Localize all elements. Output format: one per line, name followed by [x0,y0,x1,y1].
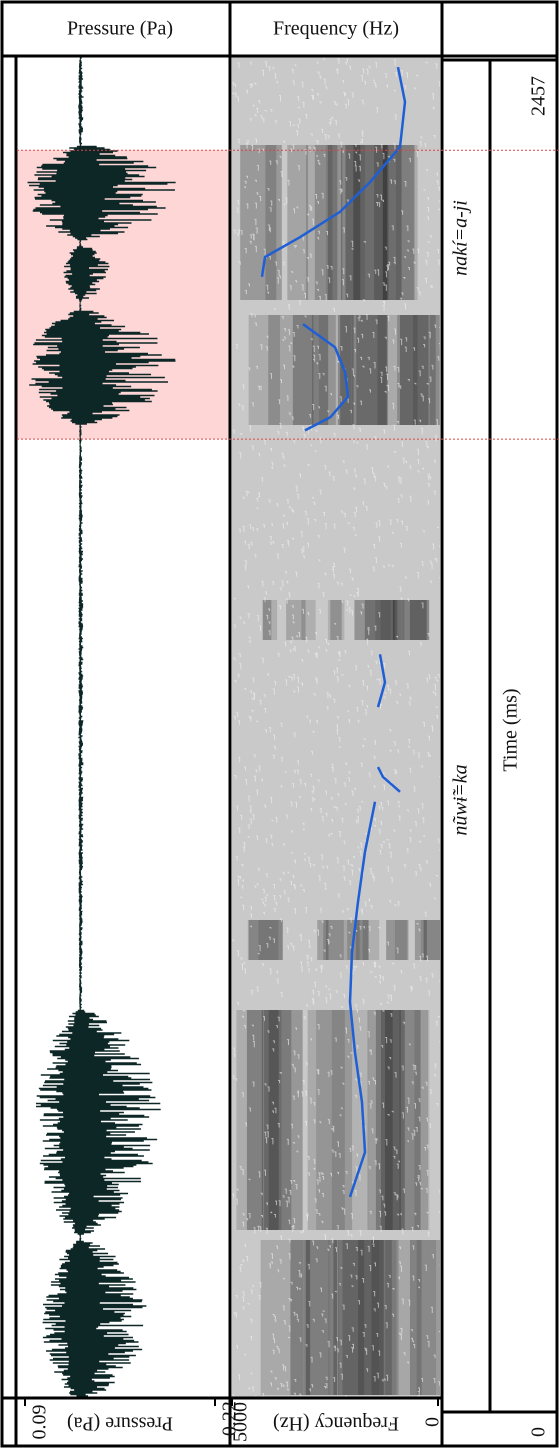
spectrogram-energy [318,315,352,425]
spectrogram-energy [409,1240,440,1395]
pitch-track [260,66,407,1198]
spectrogram-energy [356,315,388,425]
spectrogram-energy [340,145,361,300]
spectrogram-energy [325,145,365,300]
spectrogram-energy [393,600,405,640]
y-tick-label: -0.22 [219,1401,241,1443]
spectrogram-speckle [232,57,440,1398]
y-tick-label: 5000 [230,1402,252,1442]
x-axis-label: Time (ms) [500,688,522,771]
spectrogram-energy [380,600,391,640]
y-axis-label: Frequency (Hz) [273,1412,399,1434]
spectrogram-energy [402,600,430,640]
annotation: nũwɨ̃=ka [450,764,472,835]
spectrogram-energy [364,600,398,640]
spectrogram-energy [429,315,440,425]
x-tick-label: 2457 [528,76,550,116]
panel-title: Frequency (Hz) [273,18,399,40]
spectrogram-energy [377,315,418,425]
spectrogram-energy [317,920,329,960]
spectrogram-energy [287,145,309,300]
spectrogram-energy [260,1240,304,1395]
spectrogram-energy [371,1240,392,1395]
spectrogram-energy [394,920,407,960]
spectrogram-energy [248,920,283,960]
y-axis-label: Pressure (Pa) [67,1412,173,1434]
spectrogram-bg [232,57,440,1398]
spectrogram-energy [380,1010,401,1230]
spectrogram-energy [382,145,402,300]
spectrogram-energy [382,145,418,300]
spectrogram-energy [305,145,333,300]
spectrogram-energy [265,145,277,300]
spectrogram-energy [286,600,306,640]
spectrogram-energy [248,315,280,425]
spectrogram-energy [314,145,343,300]
spectrogram-energy [412,315,440,425]
spectrogram-energy [386,920,409,960]
spectrogram-energy [385,1240,397,1395]
annotation: nakí=a-ji [450,200,472,276]
spectrogram-energy [303,1240,330,1395]
spectrogram-energy [409,600,429,640]
spectrogram-energy [337,315,354,425]
y-tick-label: 0 [422,1417,444,1427]
spectrogram-panel [232,57,440,1398]
spectrogram-energy [338,1240,384,1395]
panel-title: Pressure (Pa) [67,18,173,40]
spectrogram-energy [414,920,427,960]
spectrogram-energy [354,600,395,640]
spectrogram-energy [420,920,440,960]
spectrogram-energy [290,1240,311,1395]
spectrogram-energy [375,600,402,640]
spectrogram-energy [342,1240,365,1395]
x-tick-label: 0 [528,1427,550,1437]
spectrogram-energy [353,145,388,300]
spectrogram-energy [399,1010,428,1230]
spectrogram-energy [327,145,338,300]
waveform-panel [17,57,229,1398]
spectrogram-energy [268,315,314,425]
spectrogram-energy [352,315,387,425]
spectrogram-energy [326,920,344,960]
spectrogram-energy [240,145,282,300]
spectrogram-energy [385,1010,405,1230]
y-tick-label: 0.09 [29,1405,51,1440]
spectrogram-energy [397,315,436,425]
spectrogram-energy [316,1010,345,1230]
spectrogram-energy [262,600,272,640]
spectrogram-energy [362,920,380,960]
spectrogram-energy [264,1010,303,1230]
spectrogram-energy [375,1010,421,1230]
spectrogram-energy [333,1240,380,1395]
spectrogram-energy [340,315,388,425]
spectrogram-energy [268,1010,292,1230]
spectrogram-energy [423,920,440,960]
spectrogram-energy [330,600,342,640]
spectrogram-energy [327,600,345,640]
spectrogram-energy [292,315,329,425]
plots [17,57,440,1398]
spectrogram-energy [416,1240,437,1395]
spectrogram-energy [358,1240,399,1395]
waveform-trace [27,57,176,1398]
spectrogram-energy [263,600,278,640]
spectrogram-energy [236,1010,282,1230]
spectrogram-energy [301,600,316,640]
spectrogram-energy [392,600,427,640]
spectrogram-energy [261,1010,279,1230]
spectrogram-energy [399,315,429,425]
spectrogram-energy [258,920,279,960]
spectrogram-energy [328,1240,339,1395]
spectrogram-energy [305,1240,337,1395]
spectrogram-energy [247,920,283,960]
spectrogram-energy [414,1010,430,1230]
spectrogram-energy [355,920,369,960]
spectrogram-energy [395,145,414,300]
